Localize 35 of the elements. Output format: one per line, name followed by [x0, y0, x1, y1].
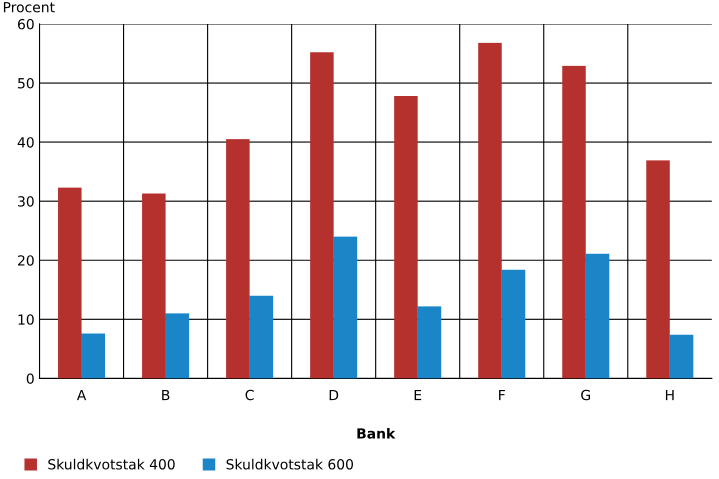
x-tick-label: D	[330, 390, 338, 400]
bar	[478, 42, 502, 378]
bar	[502, 270, 526, 378]
x-tick-label: F	[499, 390, 505, 400]
y-tick-label: 0	[26, 373, 34, 384]
y-tick-label: 20	[18, 255, 34, 266]
legend-label: Skuldkvotstak 400	[48, 458, 175, 470]
bar	[562, 66, 586, 378]
bar	[250, 296, 274, 378]
y-axis-title: Procent	[4, 2, 55, 12]
bar	[334, 236, 358, 378]
y-tick-label: 10	[18, 314, 34, 325]
bar	[586, 254, 610, 378]
y-tick-label: 60	[18, 18, 34, 30]
bar	[226, 139, 250, 378]
y-tick-label: 40	[18, 137, 34, 148]
bar	[58, 188, 82, 378]
legend-label: Skuldkvotstak 600	[226, 458, 353, 470]
bar	[310, 52, 334, 378]
bar	[418, 306, 442, 378]
x-tick-label: H	[666, 390, 674, 400]
x-tick-label: G	[581, 390, 590, 400]
x-tick-label: C	[246, 390, 254, 400]
y-tick-label: 30	[18, 196, 34, 207]
bar	[142, 194, 166, 378]
x-axis-title: Bank	[357, 428, 396, 439]
bar	[646, 160, 670, 378]
x-tick-label: A	[76, 390, 86, 400]
bar	[82, 334, 106, 378]
x-tick-label: B	[162, 390, 170, 400]
x-tick-label: E	[414, 390, 422, 400]
bar	[670, 334, 694, 378]
bar	[166, 313, 190, 378]
bar	[394, 96, 418, 378]
y-tick-label: 50	[18, 78, 34, 88]
